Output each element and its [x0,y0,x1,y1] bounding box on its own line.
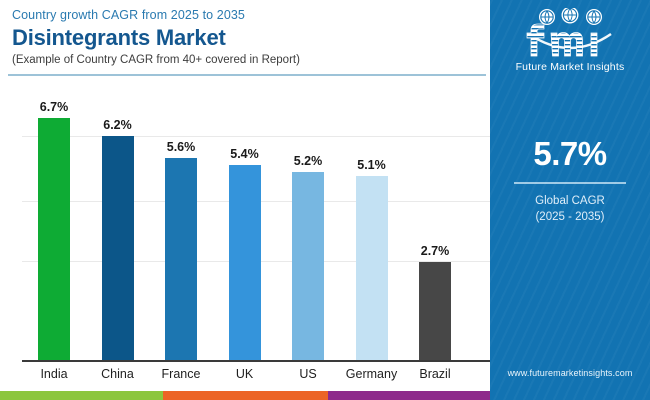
fmi-logo-icon [511,6,629,60]
bar-value-label: 5.6% [166,139,196,154]
bar-group[interactable]: 5.2% [292,154,324,360]
x-axis-line [22,360,490,362]
cagr-divider [514,182,626,184]
bar-value-label: 5.2% [293,154,323,168]
bar-brazil[interactable] [419,262,451,360]
bar-group[interactable]: 5.1% [355,158,388,360]
bar-china[interactable] [101,135,134,360]
bar-group[interactable]: 6.2% [101,118,134,360]
bar-uk[interactable] [228,164,261,360]
globe-icon-left [539,9,555,25]
stripe-purple [328,391,490,400]
gridline-0 [22,135,490,137]
chart-subtitle: (Example of Country CAGR from 40+ covere… [12,54,300,66]
globe-icon-center [561,6,579,24]
global-cagr-block: 5.7% Global CAGR (2025 - 2035) [490,135,650,225]
website-url[interactable]: www.futuremarketinsights.com [507,368,633,378]
x-axis-label-france: France [161,367,201,381]
brand-panel: Future Market Insights 5.7% Global CAGR … [490,0,650,400]
x-axis-label-india: India [40,367,68,381]
bars-layer: 6.7% 6.2% 5.6% 5.4% 5.2% 5.1% 2.7% [0,78,490,361]
bar-value-label: 2.7% [420,244,450,259]
bar-group[interactable]: 5.4% [228,147,261,360]
bar-india[interactable] [38,117,70,360]
x-axis-label-brazil: Brazil [419,367,451,381]
x-axis-label-us: US [299,367,317,381]
chart-panel: Country growth CAGR from 2025 to 2035 Di… [0,0,490,400]
bar-value-label: 5.4% [230,146,259,161]
global-cagr-label: Global CAGR [535,195,605,207]
stripe-orange [163,391,328,400]
x-axis-label-uk: UK [235,367,254,381]
fmi-logo: Future Market Insights [490,6,650,82]
chart-kicker: Country growth CAGR from 2025 to 2035 [12,8,245,22]
global-cagr-value: 5.7% [533,135,607,172]
global-cagr-period: (2025 - 2035) [535,211,605,223]
x-axis-label-china: China [101,367,134,381]
globe-icon-right [586,9,602,25]
chart-header: Country growth CAGR from 2025 to 2035 Di… [0,0,490,75]
bar-group[interactable]: 2.7% [419,244,451,360]
bar-value-label: 5.1% [357,157,386,172]
bar-group[interactable]: 5.6% [165,140,197,360]
page-title: Disintegrants Market [12,25,226,50]
x-axis-labels: India China France UK US Germany Brazil [0,363,490,387]
plot-area: 6.7% 6.2% 5.6% 5.4% 5.2% 5.1% 2.7% [0,78,490,363]
bar-value-label: 6.2% [103,117,132,132]
header-divider [8,74,486,76]
fmi-logo-tagline: Future Market Insights [515,61,625,73]
stripe-green [0,391,163,400]
bar-group[interactable]: 6.7% [38,100,70,360]
bar-france[interactable] [165,157,197,360]
fmi-logo-svg [526,6,612,57]
x-axis-label-germany: Germany [345,367,398,381]
bar-us[interactable] [292,172,324,360]
bar-germany[interactable] [355,175,388,360]
bar-value-label: 6.7% [39,99,69,114]
